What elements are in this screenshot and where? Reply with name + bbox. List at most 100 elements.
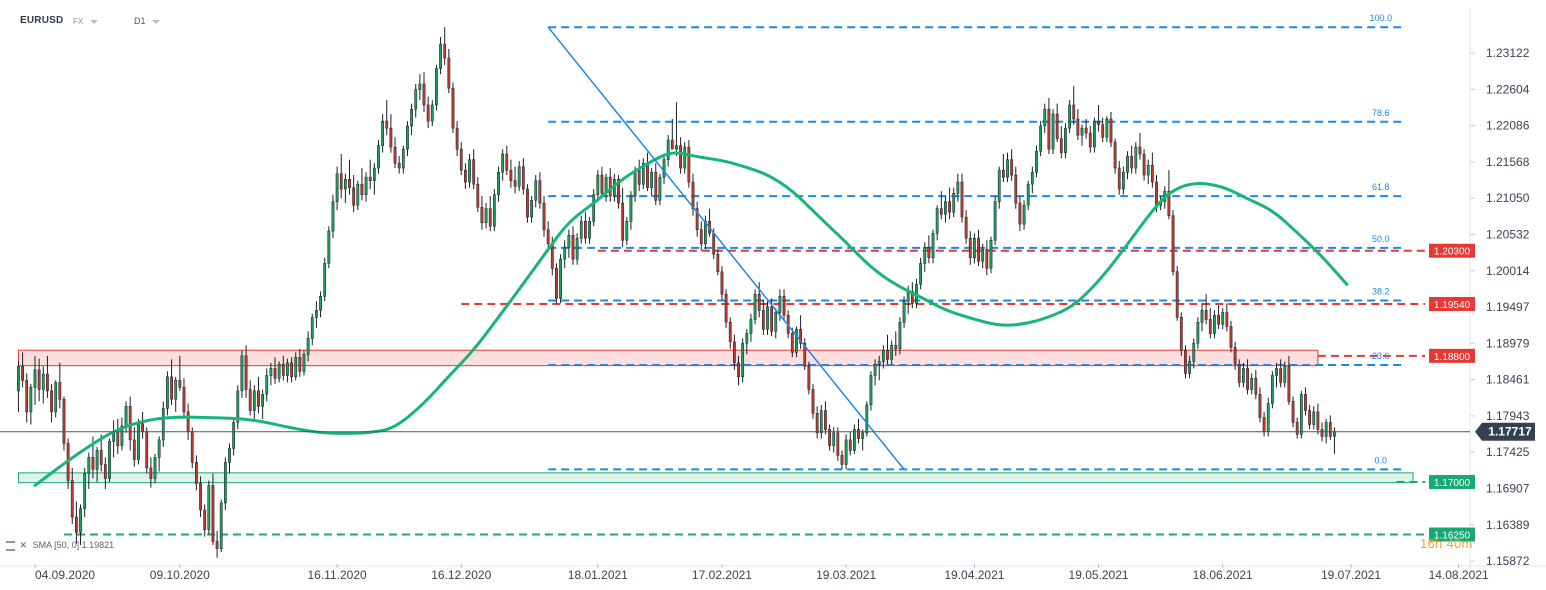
candle-body [1126, 155, 1129, 173]
level-tag-label: 1.19540 [1434, 300, 1471, 311]
candle-down [815, 406, 819, 439]
candle-body [666, 139, 670, 160]
candle-body [517, 166, 521, 187]
candle-body [803, 342, 807, 367]
candle-up [112, 420, 116, 458]
close-icon[interactable]: ✕ [19, 540, 28, 550]
candle-body [716, 253, 720, 273]
candle-up [331, 194, 335, 239]
y-tick-label: 1.19497 [1486, 300, 1530, 314]
candle-down [716, 249, 720, 276]
candle-up [1043, 103, 1047, 134]
candle-body [1287, 366, 1291, 402]
candle-down [1101, 117, 1105, 143]
candle-up [364, 172, 368, 202]
market-dropdown-icon[interactable] [90, 20, 98, 24]
candle-body [807, 366, 811, 390]
candle-down [546, 221, 550, 251]
candle-up [1221, 308, 1225, 330]
indicator-legend[interactable]: ✕ SMA [50, 0] 1.19821 [6, 540, 114, 551]
candle-body [691, 181, 695, 209]
symbol-label[interactable]: EURUSD [20, 15, 64, 26]
candle-down [968, 231, 972, 265]
candle-body [621, 202, 625, 241]
candle-body [298, 356, 302, 372]
candle-down [1258, 387, 1262, 423]
candle-down [190, 427, 194, 468]
candle-up [881, 345, 885, 369]
candle-body [973, 237, 976, 258]
candle-body [600, 174, 604, 194]
candle-down [670, 119, 674, 150]
x-tick-label: 19.05.2021 [1069, 568, 1129, 582]
candle-down [248, 380, 252, 416]
candle-up [302, 350, 306, 376]
candle-body [435, 68, 438, 106]
candle-down [803, 338, 807, 370]
candle-down [728, 317, 732, 349]
candle-down [244, 345, 248, 398]
candle-down [1055, 103, 1059, 143]
candle-body [29, 387, 33, 413]
candle-body [848, 439, 852, 451]
candle-body [319, 296, 322, 311]
candle-body [327, 230, 331, 264]
candle-up [1312, 406, 1316, 430]
candle-up [1196, 317, 1200, 349]
candle-up [675, 102, 678, 157]
candle-down [273, 357, 277, 384]
candle-up [1134, 142, 1138, 174]
candle-body [203, 509, 207, 530]
candle-body [1039, 125, 1043, 152]
candle-up [219, 499, 223, 553]
candle-body [236, 390, 240, 423]
candle-up [641, 158, 645, 190]
candle-down [1304, 387, 1307, 416]
candle-down [1084, 119, 1088, 139]
candle-body [1134, 146, 1138, 169]
timeframe-dropdown-icon[interactable] [152, 20, 160, 24]
candle-body [521, 166, 525, 190]
candle-up [306, 331, 310, 362]
candle-body [617, 179, 620, 204]
candle-up [1213, 310, 1216, 339]
candle-body [948, 201, 951, 213]
candle-body [840, 455, 844, 465]
candle-body [654, 172, 658, 201]
candle-body [364, 176, 368, 195]
candle-body [1146, 165, 1150, 176]
candle-down [608, 168, 612, 202]
candle-down [116, 418, 120, 454]
candle-up [559, 254, 562, 304]
market-label[interactable]: FX [73, 17, 84, 26]
candle-up [956, 173, 960, 202]
candle-down [824, 401, 827, 435]
candle-down [1142, 149, 1146, 181]
x-tick-label: 19.04.2021 [944, 568, 1004, 582]
candle-down [571, 226, 575, 265]
candle-up [79, 504, 82, 546]
y-tick-label: 1.15872 [1486, 554, 1530, 568]
candle-down [215, 531, 219, 558]
candle-up [795, 326, 798, 358]
candle-body [33, 369, 37, 388]
candle-body [720, 271, 724, 295]
candle-body [1221, 312, 1225, 325]
timeframe-label[interactable]: D1 [134, 16, 146, 26]
candle-body [265, 375, 269, 395]
candle-body [753, 293, 757, 320]
candle-body [824, 410, 827, 430]
candle-body [430, 104, 434, 122]
candle-down [70, 467, 74, 525]
candle-body [37, 369, 41, 390]
legend-icon[interactable] [6, 540, 15, 551]
candle-up [873, 359, 877, 386]
candle-up [315, 301, 318, 328]
candle-body [629, 195, 633, 222]
candle-body [95, 450, 99, 470]
candle-down [1328, 415, 1332, 440]
candle-body [83, 473, 87, 509]
candle-body [513, 180, 517, 187]
candle-body [679, 145, 682, 169]
